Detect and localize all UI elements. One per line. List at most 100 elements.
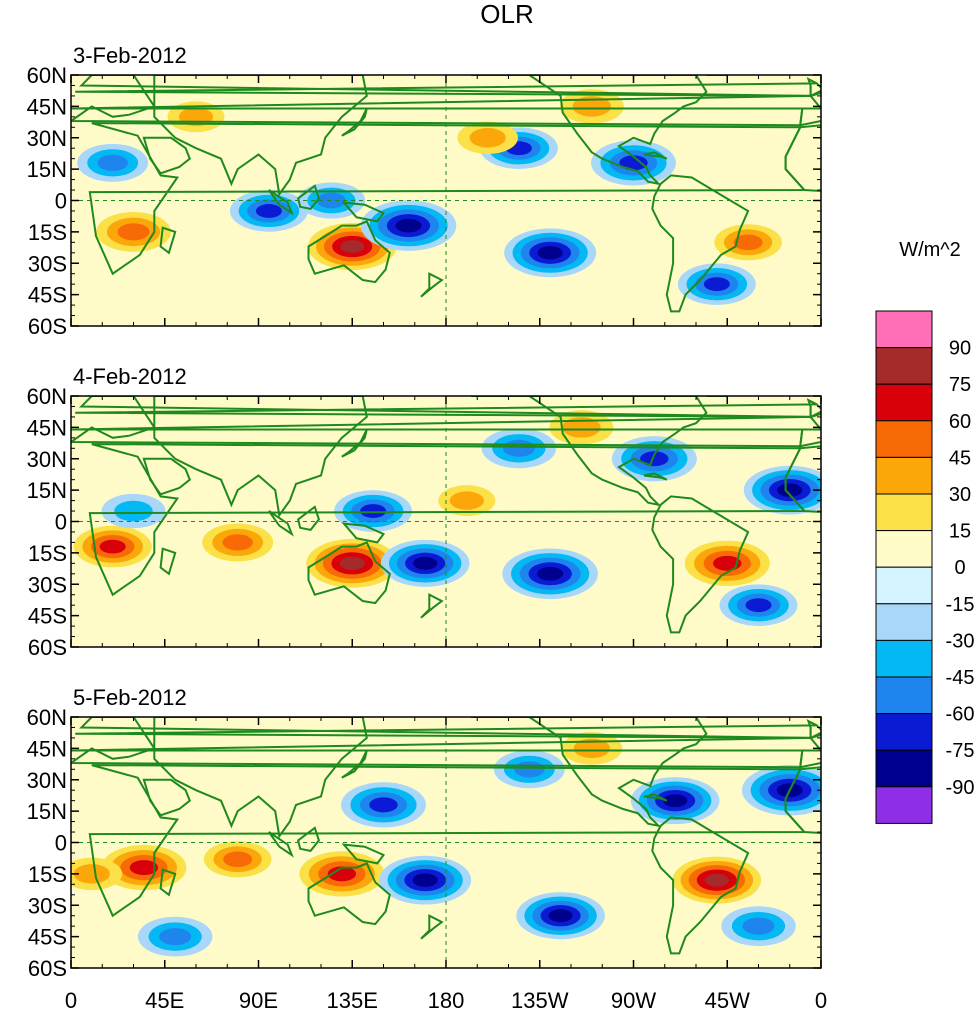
colorbar-label: -15: [946, 594, 975, 616]
anomaly-contour-2-1-1: [114, 500, 153, 522]
coastline-newguinea: [341, 201, 386, 223]
y-tick-label: 45N: [27, 415, 67, 440]
colorbar-label: -75: [946, 740, 975, 762]
coastline-africa: [88, 122, 807, 276]
x-tick-label: 135W: [511, 988, 569, 1013]
coastline-japan: [341, 750, 368, 779]
coastline-arabia: [142, 136, 192, 175]
anomaly-contour-2-3-4: [339, 556, 365, 571]
coastline-arabia: [142, 778, 192, 817]
anomaly-contour-1-3-2: [316, 192, 346, 209]
coastline-australia: [307, 220, 391, 284]
coastline-newguinea: [341, 522, 386, 544]
y-tick-label: 30S: [28, 893, 67, 918]
coastline-africa-wrap: [784, 766, 821, 834]
y-tick-label: 45S: [28, 283, 67, 308]
anomaly-contour-2-4-3: [360, 504, 387, 518]
y-tick-label: 15S: [28, 862, 67, 887]
coastline-madagascar: [159, 226, 177, 255]
x-tick-label: 135E: [327, 988, 378, 1013]
anomaly-contour-1-0-2: [117, 223, 150, 241]
chart-title: OLR: [480, 0, 533, 29]
anomaly-contour-2-9-1: [562, 417, 601, 438]
coastline-africa-wrap: [784, 445, 821, 513]
colorbar-box: [875, 676, 933, 715]
x-tick-label: 0: [815, 988, 827, 1013]
coastline-nz: [420, 272, 444, 298]
anomaly-field: [71, 717, 821, 957]
colorbar-box: [875, 456, 933, 495]
y-tick-label: 30S: [28, 251, 67, 276]
anomaly-contour-2-5-4: [413, 556, 438, 570]
y-tick-label: 0: [55, 510, 67, 535]
y-tick-label: 15N: [27, 478, 67, 503]
coastline-greenland: [706, 75, 729, 76]
anomaly-contour-3-9-4: [704, 873, 729, 887]
coastline-africa: [88, 443, 807, 597]
coastline-sumatra: [268, 831, 294, 858]
y-tick-label: 0: [55, 831, 67, 856]
coastlines: [71, 75, 821, 313]
y-tick-label: 30N: [27, 447, 67, 472]
anomaly-contour-3-11-2: [742, 917, 775, 935]
y-tick-label: 60N: [27, 705, 67, 730]
y-tick-label: 60N: [27, 384, 67, 409]
anomaly-contour-3-8-4: [663, 794, 688, 808]
anomaly-contour-1-5-4: [395, 218, 422, 233]
coastline-namerica: [471, 396, 708, 507]
anomaly-contour-3-7-4: [548, 909, 573, 923]
colorbar-box: [875, 786, 933, 824]
anomaly-contour-1-11-3: [703, 277, 730, 292]
anomaly-contour-1-1-2: [97, 154, 128, 171]
colorbar-box: [875, 566, 933, 605]
anomaly-contour-2-12-3: [745, 598, 772, 613]
colorbar-box: [875, 383, 933, 422]
colorbar-boxes: [875, 310, 933, 824]
coastline-sumatra: [268, 189, 294, 216]
coastline-asia: [153, 717, 368, 839]
colorbar-box: [875, 603, 933, 641]
coastline-japan: [341, 429, 368, 458]
x-tick-label: 90E: [239, 988, 278, 1013]
panel-date-label: 3-Feb-2012: [73, 43, 187, 68]
y-tick-label: 60S: [28, 635, 67, 660]
coastline-madagascar: [159, 868, 177, 897]
coastline-borneo: [296, 184, 321, 211]
coastline-samerica: [651, 816, 750, 955]
coastline-nz: [420, 593, 444, 619]
y-tick-label: 15N: [27, 157, 67, 182]
coastline-cuba: [643, 793, 668, 802]
coastline-samerica: [651, 174, 750, 313]
colorbar-units: W/m^2: [899, 239, 961, 261]
anomaly-contour-1-12-1: [469, 127, 506, 148]
coastline-cuba: [643, 151, 668, 160]
colorbar: W/m^2 90 75 60 45 30 15 0 -15 -30 -45 -60 -75 -90: [875, 239, 975, 824]
coastline-namerica: [471, 717, 708, 828]
anomaly-contour-2-7-4: [537, 566, 564, 581]
colorbar-label: 75: [949, 374, 971, 396]
anomaly-contour-1-4-4: [340, 240, 365, 253]
anomaly-field: [71, 396, 821, 634]
coastline-asia: [153, 396, 368, 518]
anomaly-contour-3-13-1: [573, 738, 610, 759]
x-tick-label: 45E: [145, 988, 184, 1013]
coastline-borneo: [296, 505, 321, 532]
coastline-europe: [71, 717, 811, 769]
colorbar-box: [875, 639, 933, 678]
anomaly-contour-1-8-3: [619, 155, 648, 171]
colorbar-box: [875, 530, 933, 568]
y-tick-label: 60N: [27, 63, 67, 88]
anomaly-contour-1-9-1: [572, 96, 612, 117]
y-tick-label: 30S: [28, 572, 67, 597]
colorbar-label: 0: [954, 557, 965, 579]
anomaly-contour-3-12-2: [159, 928, 192, 946]
coastline-australia: [307, 862, 391, 926]
coastline-europe: [71, 396, 811, 448]
anomaly-contour-3-4-3: [369, 797, 398, 813]
colorbar-label: 90: [949, 338, 971, 360]
coastlines: [71, 396, 821, 634]
